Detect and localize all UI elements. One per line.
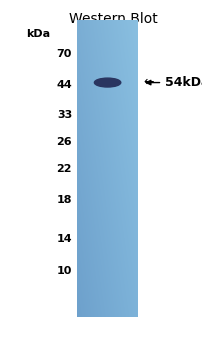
Text: Western Blot: Western Blot — [69, 12, 157, 26]
Text: 44: 44 — [56, 80, 72, 90]
Text: 26: 26 — [56, 136, 72, 147]
Ellipse shape — [94, 78, 120, 87]
Text: 54kDa: 54kDa — [165, 76, 202, 89]
Text: 33: 33 — [57, 110, 72, 120]
Text: 18: 18 — [56, 194, 72, 205]
Text: kDa: kDa — [26, 29, 50, 39]
Text: ←: ← — [142, 76, 153, 89]
Text: 22: 22 — [56, 163, 72, 174]
Text: 10: 10 — [56, 266, 72, 276]
Text: 70: 70 — [56, 49, 72, 59]
Text: 14: 14 — [56, 234, 72, 244]
